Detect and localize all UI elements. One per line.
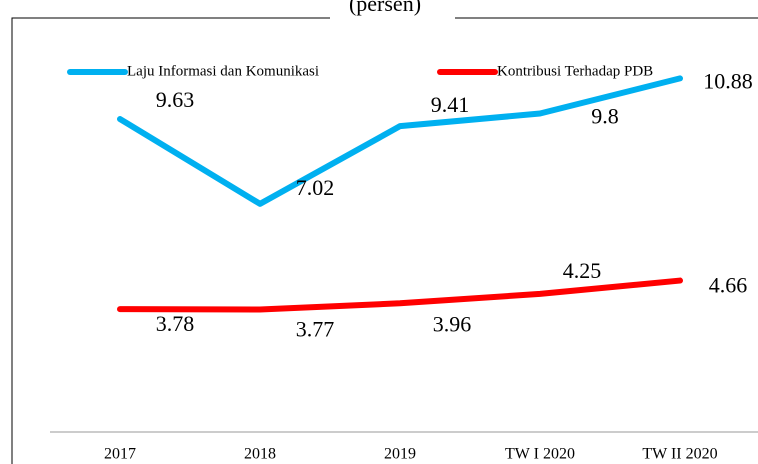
x-tick-label: TW I 2020 <box>505 446 575 463</box>
data-label: 9.41 <box>431 92 470 117</box>
x-tick-label: 2019 <box>384 446 416 463</box>
legend-label: Kontribusi Terhadap PDB <box>497 63 653 79</box>
x-tick-label: 2017 <box>104 446 136 463</box>
x-tick-label: TW II 2020 <box>642 446 717 463</box>
x-tick-label: 2018 <box>244 446 276 463</box>
chart-title: (persen) <box>349 0 421 16</box>
frame <box>11 17 758 464</box>
data-label: 3.78 <box>156 311 195 336</box>
data-label: 4.25 <box>563 258 602 283</box>
data-label: 3.77 <box>296 317 335 342</box>
data-label: 7.02 <box>296 175 335 200</box>
data-label: 4.66 <box>709 273 748 298</box>
series-line <box>117 277 683 313</box>
data-label: 3.96 <box>433 311 472 336</box>
legend-label: Laju Informasi dan Komunikasi <box>127 63 319 79</box>
series-line <box>117 75 683 207</box>
data-label: 9.8 <box>591 104 619 129</box>
data-label: 10.88 <box>703 68 753 93</box>
data-label: 9.63 <box>156 87 195 112</box>
